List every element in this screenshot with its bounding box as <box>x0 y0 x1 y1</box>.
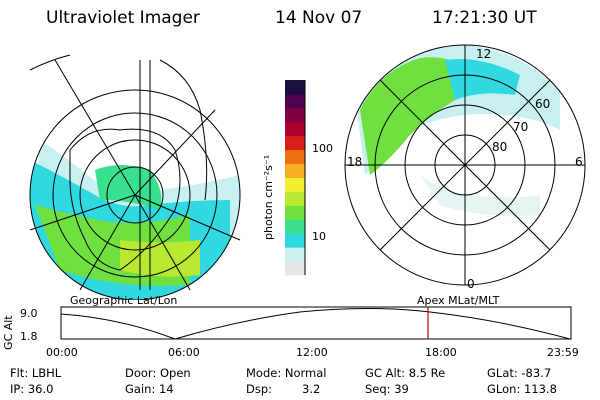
mlt-label-12: 12 <box>476 47 492 61</box>
info-ip: IP: 36.0 <box>10 382 54 396</box>
colorbar-segment <box>285 149 305 165</box>
header-time: 17:21:30 UT <box>432 8 537 28</box>
color-scale-bar <box>285 80 306 276</box>
antarctica-coastline <box>69 128 181 271</box>
altitude-curve <box>60 308 571 340</box>
info-seq: Seq: 39 <box>365 382 409 396</box>
colorbar-segment <box>285 135 305 151</box>
mlt-label-6: 6 <box>575 155 583 169</box>
colorbar-tick-100: 100 <box>312 142 333 155</box>
altitude-ytick-bottom: 1.8 <box>20 330 38 343</box>
altitude-plot <box>60 306 572 340</box>
mlat-label-80: 80 <box>492 140 508 154</box>
colorbar-segment <box>285 205 305 220</box>
mlt-label-0: 0 <box>467 277 475 291</box>
info-door: Door: Open <box>125 366 191 380</box>
polar-aurora-image <box>355 45 560 217</box>
info-glon: GLon: 113.8 <box>487 382 557 396</box>
time-tick-1800: 18:00 <box>425 346 457 359</box>
colorbar-segment <box>285 247 305 262</box>
info-gain: Gain: 14 <box>125 382 174 396</box>
colorbar-segment <box>285 80 305 95</box>
polar-map-caption: Apex MLat/MLT <box>417 294 500 307</box>
time-tick-0000: 00:00 <box>46 346 78 359</box>
geo-map-caption: Geographic Lat/Lon <box>70 294 178 307</box>
info-dsp-value: 3.2 <box>302 382 321 396</box>
colorbar-segment <box>285 107 305 123</box>
header-date: 14 Nov 07 <box>275 8 363 28</box>
app-title: Ultraviolet Imager <box>46 8 200 28</box>
altitude-ytick-top: 9.0 <box>20 307 38 320</box>
colorbar-segment <box>285 93 305 109</box>
colorbar-segment <box>285 191 305 206</box>
info-dsp-label: Dsp: <box>246 382 273 396</box>
mlat-label-60: 60 <box>535 97 551 111</box>
colorbar-unit-label: photon cm⁻²s⁻¹ <box>262 154 275 240</box>
colorbar-tick-10: 10 <box>312 230 326 243</box>
colorbar-segment <box>285 121 305 137</box>
altitude-ylabel: GC Alt <box>2 315 15 350</box>
colorbar-segment <box>285 261 305 276</box>
time-tick-0600: 06:00 <box>168 346 200 359</box>
mlat-label-70: 70 <box>513 120 529 134</box>
time-tick-2359: 23:59 <box>547 346 579 359</box>
colorbar-segment <box>285 233 305 248</box>
geographic-map <box>29 54 241 300</box>
info-glat: GLat: -83.7 <box>487 366 552 380</box>
info-mode: Mode: Normal <box>246 366 327 380</box>
colorbar-segment <box>285 177 305 192</box>
colorbar-segment <box>285 163 305 178</box>
time-tick-1200: 12:00 <box>296 346 328 359</box>
info-gc-alt: GC Alt: 8.5 Re <box>365 366 446 380</box>
colorbar-segment <box>285 219 305 234</box>
info-flt: Flt: LBHL <box>10 366 62 380</box>
polar-mlat-mlt-map <box>344 44 586 286</box>
mlt-label-18: 18 <box>347 155 363 169</box>
